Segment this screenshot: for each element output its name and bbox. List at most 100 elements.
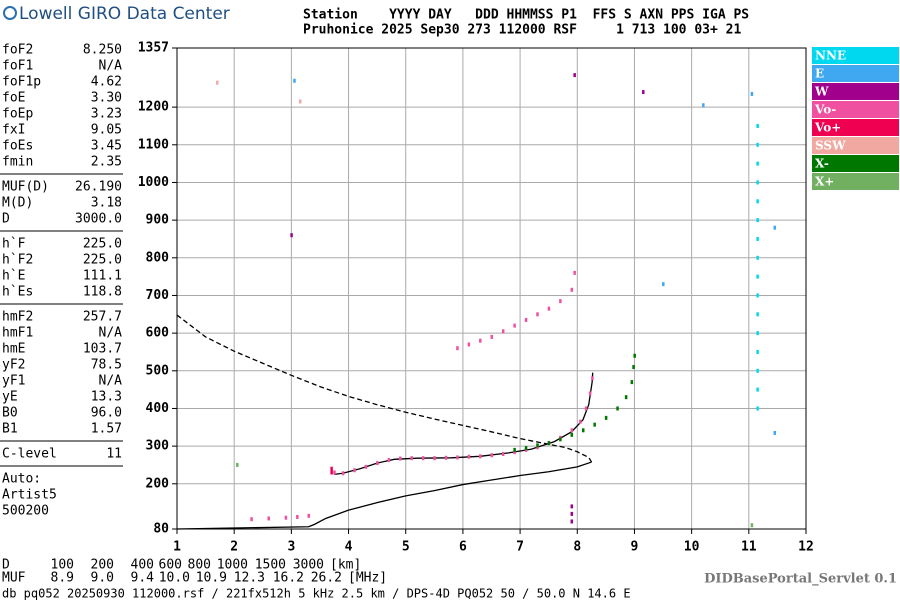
echo-dot	[456, 455, 459, 460]
param-value: 8.250	[83, 43, 122, 58]
param-value: 3.30	[91, 91, 122, 106]
y-tick-label: 500	[146, 363, 170, 378]
param-name: h`Es	[2, 285, 33, 300]
echo-dot	[756, 161, 759, 166]
param-value: 3.45	[91, 139, 122, 154]
echo-dot	[547, 441, 551, 446]
echo-dot	[387, 458, 391, 463]
param-value: 4.62	[91, 75, 122, 90]
param-name: foF1p	[2, 75, 41, 90]
legend-label: Vo+	[814, 121, 841, 135]
echo-dot	[250, 517, 253, 522]
echo-dot	[236, 462, 239, 467]
param-name: foF1	[2, 59, 33, 74]
footer-cell: 10.0	[159, 571, 190, 586]
param-name: fmin	[2, 155, 33, 170]
echo-dot	[284, 515, 288, 520]
footer-cell: 10.9	[196, 571, 227, 586]
legend-label: SSW	[815, 139, 846, 153]
echo-dot	[490, 334, 493, 339]
param-name: yF1	[2, 374, 25, 389]
param-value: 3000.0	[75, 212, 122, 227]
echo-dot	[501, 452, 505, 457]
y-tick-label: 300	[146, 439, 170, 454]
legend-swatch	[812, 101, 899, 118]
echo-dot	[333, 470, 336, 475]
y-tick-label: 1357	[138, 41, 169, 56]
echo-dot	[444, 455, 448, 460]
param-value: 257.7	[83, 310, 122, 325]
y-tick-label: 800	[146, 250, 170, 265]
echo-dot	[773, 430, 777, 435]
echo-dot	[756, 349, 759, 354]
legend-label: X-	[815, 157, 829, 171]
param-value: N/A	[99, 326, 123, 341]
footer-cell: 1000	[217, 558, 248, 573]
echo-dot	[330, 466, 333, 471]
x-tick-label: 12	[798, 540, 814, 555]
trace-line	[334, 372, 594, 476]
x-tick-label: 8	[573, 540, 581, 555]
note: Auto:	[2, 472, 41, 487]
y-tick-label: 400	[146, 401, 170, 416]
echo-dot	[513, 447, 516, 452]
x-tick-label: 9	[631, 540, 639, 555]
echo-dot	[756, 218, 759, 223]
y-tick-label: 600	[146, 326, 170, 341]
echo-dot	[376, 461, 379, 466]
echo-dot	[513, 323, 516, 328]
x-tick-label: 2	[230, 540, 238, 555]
echo-dot	[547, 306, 551, 311]
param-value: 13.3	[91, 390, 122, 405]
logo-icon	[3, 6, 17, 20]
echo-dot	[490, 453, 493, 458]
param-name: B0	[2, 406, 18, 421]
file-info: db pq052 20250930 112000.rsf / 221fx512h…	[2, 587, 631, 600]
echo-dot	[750, 91, 754, 96]
plot-frame	[176, 47, 807, 530]
echo-dot	[630, 380, 634, 385]
param-value: 3.18	[91, 196, 122, 211]
param-value: 225.0	[83, 253, 122, 268]
header-values: Pruhonice 2025 Sep30 273 112000 RSF 1 71…	[303, 23, 741, 38]
footer-cell: 600	[159, 558, 182, 573]
echo-dot	[756, 255, 759, 260]
echo-dot	[616, 406, 619, 411]
echo-dot	[702, 103, 705, 108]
echo-dot	[267, 516, 270, 521]
param-value: 9.05	[91, 123, 122, 138]
echo-dot	[588, 391, 592, 396]
echo-dot	[290, 233, 293, 238]
echo-dot	[604, 415, 608, 420]
echo-dot	[479, 338, 482, 343]
echo-dot	[536, 443, 539, 448]
footer-cell: D	[2, 558, 10, 573]
legend-swatch	[812, 137, 899, 154]
echo-dot	[536, 312, 539, 317]
param-value: 111.1	[83, 269, 122, 284]
echo-dot	[632, 365, 635, 370]
legend-swatch	[812, 47, 899, 64]
y-tick-label: 900	[146, 213, 170, 228]
echo-dot	[570, 504, 574, 509]
echo-dot	[756, 180, 759, 185]
echo-dot	[756, 331, 759, 336]
echo-dot	[570, 432, 574, 437]
param-value: 225.0	[83, 237, 122, 252]
echo-dot	[573, 270, 576, 275]
footer-cell: MUF	[2, 571, 26, 586]
echo-dot	[624, 395, 628, 400]
param-value: 26.190	[75, 180, 122, 195]
param-name: h`E	[2, 269, 25, 284]
echo-dot	[433, 456, 436, 461]
footer-cell: 3000	[293, 558, 324, 573]
echo-dot	[642, 90, 645, 95]
logo: Lowell GIRO Data Center	[19, 4, 230, 24]
param-name: foEp	[2, 107, 33, 122]
x-tick-label: 6	[459, 540, 467, 555]
echo-dot	[524, 317, 528, 322]
footer-cell: 800	[188, 558, 211, 573]
echo-dot	[773, 225, 777, 230]
echo-dot	[467, 454, 471, 459]
